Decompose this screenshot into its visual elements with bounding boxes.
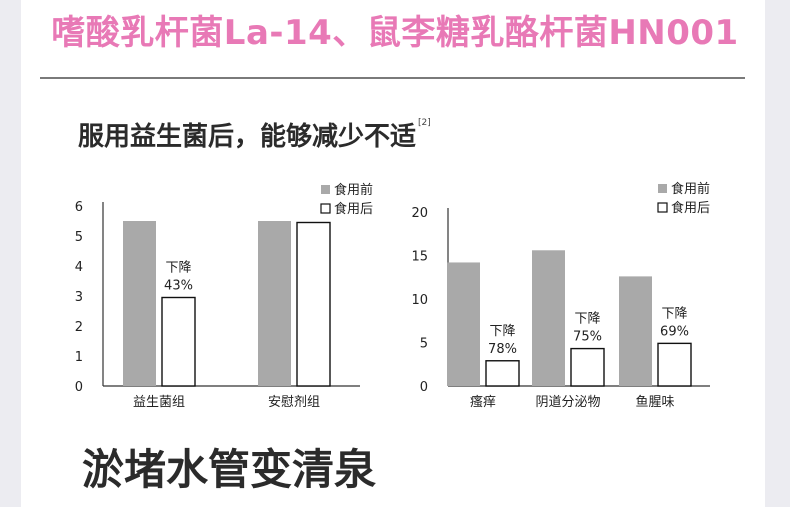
title-divider <box>40 77 745 79</box>
y-tick-label: 1 <box>75 350 83 365</box>
y-tick-label: 10 <box>411 293 428 308</box>
bar-after <box>570 347 605 387</box>
legend-swatch-before <box>658 184 667 193</box>
annotation-label: 下降 <box>574 312 600 327</box>
annotation-label: 下降 <box>661 306 687 321</box>
x-category-label: 阴道分泌物 <box>535 395 600 410</box>
annotation-value: 69% <box>660 324 689 339</box>
annotation-value: 78% <box>488 342 517 357</box>
annotation-label: 下降 <box>165 261 191 276</box>
y-tick-label: 2 <box>75 320 83 335</box>
x-category-label: 鱼腥味 <box>635 394 674 410</box>
bar-before <box>619 276 652 386</box>
legend-swatch-after <box>320 203 331 214</box>
y-tick-label: 3 <box>75 290 83 305</box>
reference-marker: [2] <box>418 118 431 128</box>
x-category-label: 益生菌组 <box>133 395 185 410</box>
bar-after <box>161 296 196 387</box>
legend-label: 食用后 <box>334 201 373 217</box>
y-tick-label: 5 <box>75 230 83 245</box>
bar-after <box>657 342 692 387</box>
legend-label: 食用前 <box>334 182 373 198</box>
product-title: 嗜酸乳杆菌La-14、鼠李糖乳酪杆菌HN001 <box>51 13 739 53</box>
bar-before <box>123 221 156 386</box>
bar-after <box>296 221 331 387</box>
annotation-value: 75% <box>573 330 602 345</box>
legend-label: 食用后 <box>671 200 710 216</box>
bar-after <box>485 360 520 387</box>
bar-before <box>532 250 565 386</box>
bottom-heading: 淤堵水管变清泉 <box>82 445 377 494</box>
legend-label: 食用前 <box>671 181 710 197</box>
legend-swatch-before <box>321 185 330 194</box>
annotation-label: 下降 <box>489 324 515 339</box>
bar-before <box>258 221 291 386</box>
annotation-value: 43% <box>164 279 193 294</box>
section-subtitle: 服用益生菌后，能够减少不适 [2] <box>78 116 431 153</box>
y-tick-label: 6 <box>75 200 83 215</box>
subtitle-text: 服用益生菌后，能够减少不适 <box>78 122 417 152</box>
y-tick-label: 0 <box>75 380 83 395</box>
y-tick-label: 15 <box>411 250 428 265</box>
y-tick-label: 20 <box>411 206 428 221</box>
y-tick-label: 4 <box>75 260 83 275</box>
y-tick-label: 0 <box>420 380 428 395</box>
x-category-label: 瘙痒 <box>470 394 496 410</box>
y-tick-label: 5 <box>420 337 428 352</box>
x-category-label: 安慰剂组 <box>268 395 320 410</box>
legend-swatch-after <box>657 202 668 213</box>
bar-before <box>447 262 480 386</box>
